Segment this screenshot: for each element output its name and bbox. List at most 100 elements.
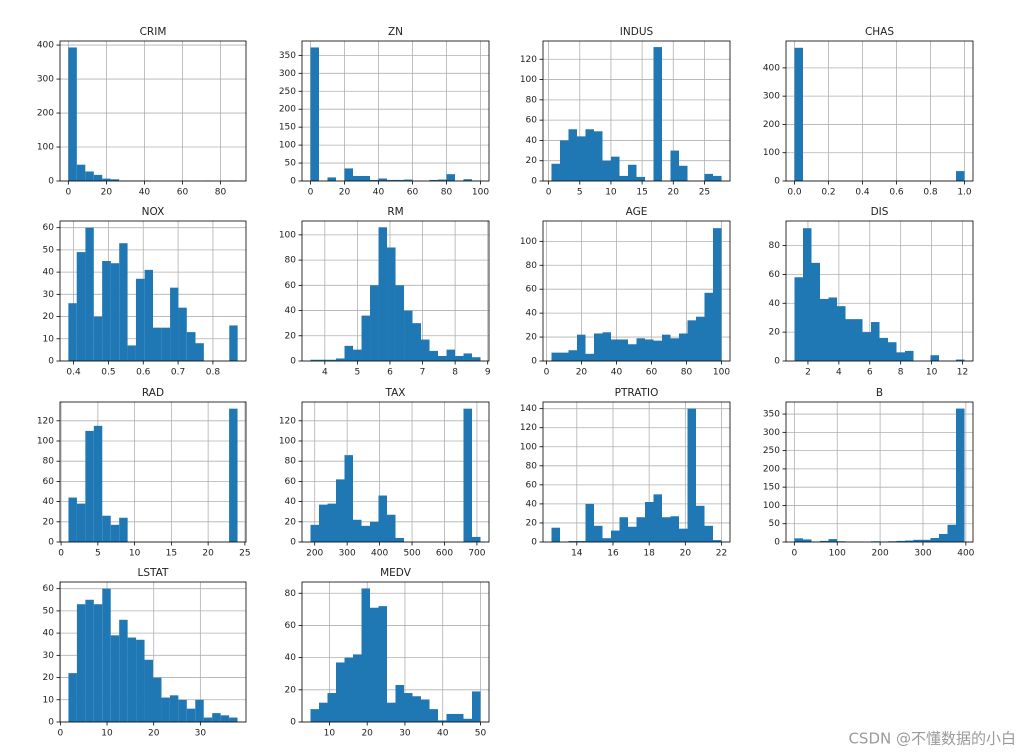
y-tick-label: 400 xyxy=(37,41,54,51)
bar xyxy=(446,713,455,722)
bar xyxy=(404,179,413,181)
bar xyxy=(661,334,671,361)
y-tick-label: 30 xyxy=(43,651,55,661)
y-tick-label: 0 xyxy=(290,718,296,728)
bar xyxy=(310,709,319,722)
bar xyxy=(463,179,472,181)
bar xyxy=(585,503,594,542)
x-tick-label: 700 xyxy=(468,549,485,559)
bar xyxy=(922,539,931,542)
bar xyxy=(905,350,914,361)
bar xyxy=(370,521,379,542)
bar xyxy=(670,150,680,181)
bar xyxy=(670,516,679,542)
y-tick-label: 80 xyxy=(526,95,538,105)
subplot: TAX 200 300 400 500 600 700 0 20 40 60 80 100 120 xyxy=(279,387,490,559)
bar xyxy=(820,298,829,361)
x-tick-label: 400 xyxy=(371,549,388,559)
bar xyxy=(85,599,94,722)
x-tick-label: 1.0 xyxy=(957,188,972,198)
y-tick-label: 40 xyxy=(285,653,297,663)
bar xyxy=(429,350,439,361)
bar xyxy=(76,604,86,722)
bar xyxy=(930,355,939,361)
bar xyxy=(559,140,569,181)
subplot: DIS 2 4 6 8 10 12 0 20 40 60 80 xyxy=(769,206,974,378)
bar xyxy=(102,178,111,181)
bar xyxy=(463,353,473,361)
x-tick-label: 10 xyxy=(129,549,141,559)
bar xyxy=(611,339,620,361)
plot-frame xyxy=(59,40,247,182)
bar xyxy=(828,297,837,361)
y-tick-label: 50 xyxy=(769,519,781,529)
bar xyxy=(845,319,854,361)
bar xyxy=(169,695,179,722)
bar xyxy=(913,539,923,542)
bar xyxy=(653,340,662,361)
y-tick-label: 20 xyxy=(285,685,297,695)
bar xyxy=(336,358,345,361)
x-tick-label: 500 xyxy=(403,549,420,559)
bar xyxy=(438,720,447,722)
x-tick-label: 10 xyxy=(324,729,336,739)
bar xyxy=(404,693,413,722)
bar xyxy=(353,654,362,722)
bar xyxy=(119,243,128,361)
y-tick-label: 40 xyxy=(526,309,538,319)
subplot: LSTAT 0 10 20 30 0 10 20 30 40 50 60 xyxy=(43,567,247,739)
bar xyxy=(110,179,120,181)
bar xyxy=(645,502,654,542)
y-tick-label: 0 xyxy=(774,538,780,548)
y-tick-label: 100 xyxy=(520,442,537,452)
bar xyxy=(110,635,120,722)
y-tick-label: 0 xyxy=(290,177,296,187)
bar xyxy=(438,355,447,361)
subplot-title: ZN xyxy=(388,26,403,38)
bar xyxy=(577,541,586,542)
bar xyxy=(551,527,560,542)
bar xyxy=(905,540,914,542)
x-tick-label: 10 xyxy=(101,729,113,739)
x-tick-label: 8 xyxy=(452,368,458,378)
subplot: RAD 0 5 10 15 20 25 0 20 40 60 80 100 120 xyxy=(37,387,251,559)
bar xyxy=(119,517,128,542)
y-tick-label: 60 xyxy=(769,270,781,280)
bar xyxy=(627,164,637,181)
y-tick-label: 80 xyxy=(769,241,781,251)
bar xyxy=(593,131,603,181)
subplot: ZN 0 20 40 60 80 100 0 50 100 150 200 250 300 350 xyxy=(279,26,490,198)
bar xyxy=(930,537,940,542)
x-tick-label: 40 xyxy=(611,368,623,378)
x-tick-label: 20 xyxy=(202,549,214,559)
plot-frame xyxy=(785,220,974,362)
bar xyxy=(794,538,803,542)
x-tick-label: 25 xyxy=(699,188,710,198)
x-tick-label: 600 xyxy=(436,549,453,559)
bar xyxy=(695,316,705,361)
plot-frame xyxy=(59,220,247,362)
bar xyxy=(370,607,379,722)
bar xyxy=(229,408,238,542)
x-tick-label: 0.6 xyxy=(136,368,151,378)
bar xyxy=(102,588,111,722)
y-tick-label: 80 xyxy=(285,256,297,266)
x-tick-label: 22 xyxy=(716,549,727,559)
bar xyxy=(127,345,136,361)
y-tick-label: 300 xyxy=(37,75,54,85)
x-tick-label: 0.6 xyxy=(889,188,904,198)
bar xyxy=(947,524,957,542)
bar xyxy=(568,541,577,542)
x-tick-label: 4 xyxy=(322,368,328,378)
plot-frame xyxy=(785,40,974,182)
bar xyxy=(446,349,456,361)
y-tick-label: 10 xyxy=(43,334,55,344)
x-tick-label: 50 xyxy=(475,729,487,739)
x-tick-label: 9 xyxy=(485,368,491,378)
subplot: B 0 100 200 300 400 0 50 100 150 200 250 300 350 xyxy=(763,387,975,559)
y-tick-label: 20 xyxy=(526,156,538,166)
bar xyxy=(472,536,481,542)
bar xyxy=(353,349,362,361)
bar xyxy=(794,277,803,361)
y-tick-label: 20 xyxy=(43,312,55,322)
